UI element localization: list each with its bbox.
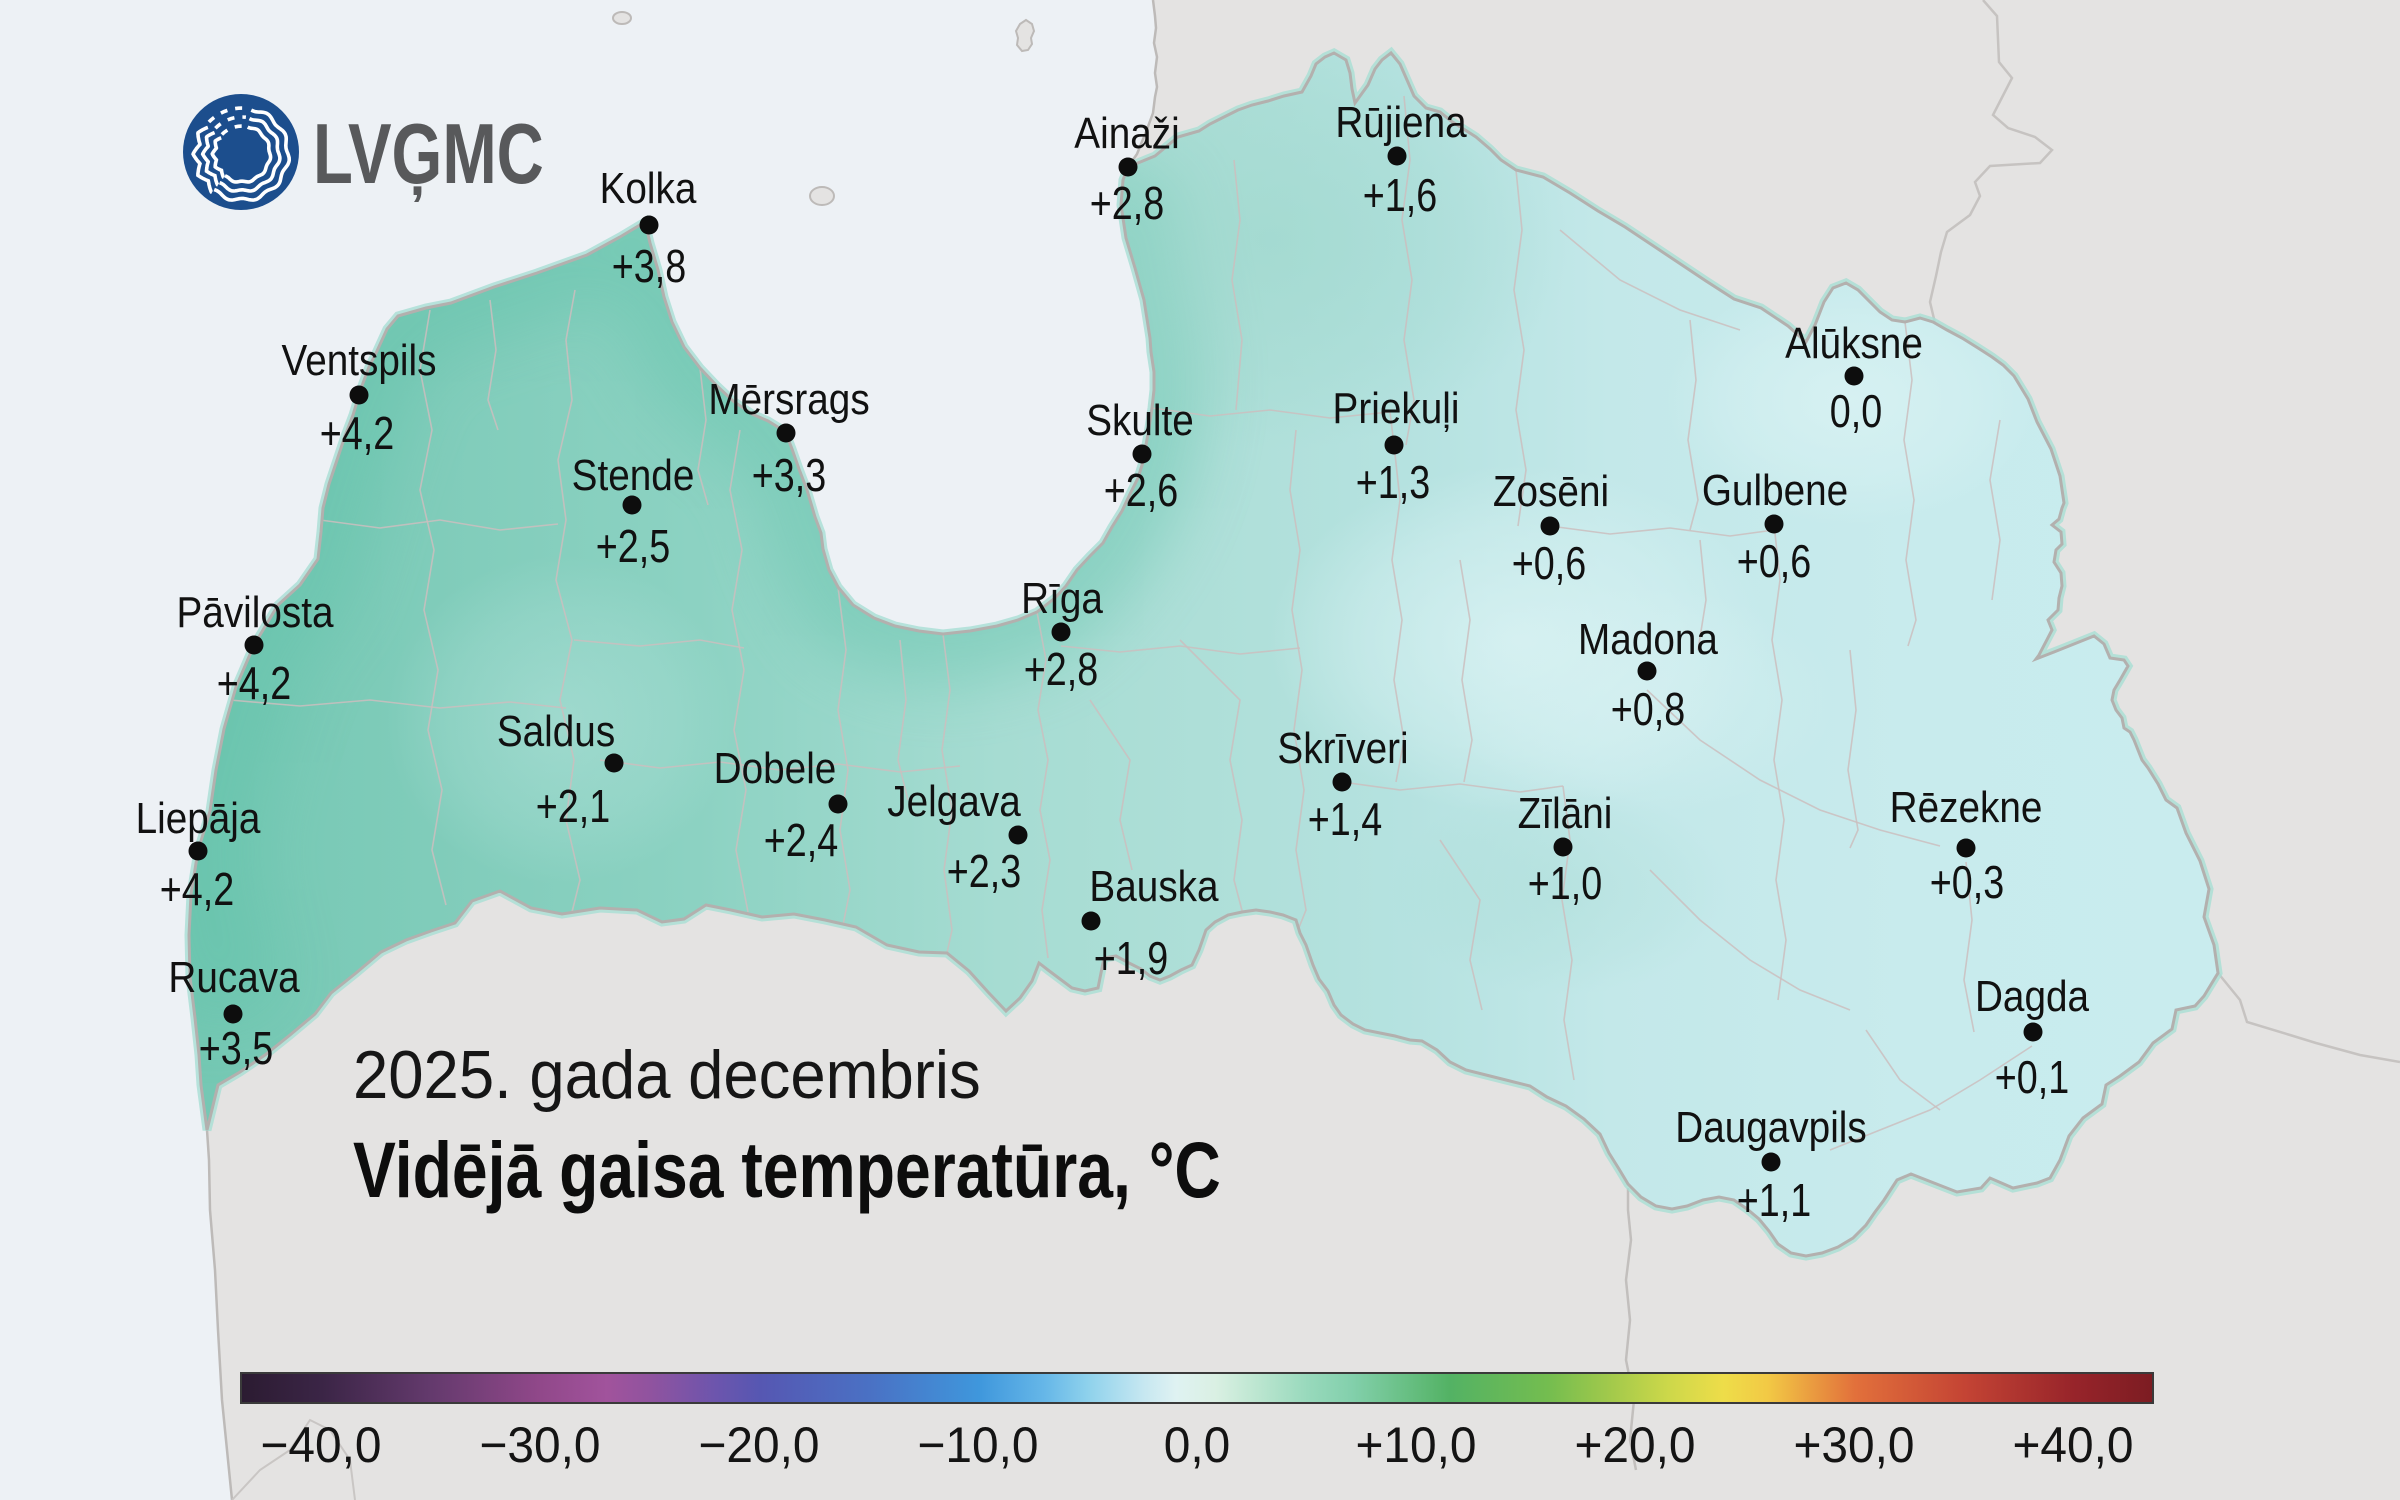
svg-text:2025. gada decembris: 2025. gada decembris: [353, 1036, 981, 1113]
svg-text:Rūjiena: Rūjiena: [1335, 97, 1467, 147]
svg-text:Liepāja: Liepāja: [136, 793, 262, 843]
svg-text:+0,6: +0,6: [1737, 535, 1811, 586]
svg-text:Zīlāni: Zīlāni: [1518, 788, 1613, 838]
svg-text:+1,9: +1,9: [1094, 932, 1168, 983]
svg-text:Rucava: Rucava: [168, 952, 300, 1002]
svg-text:+2,5: +2,5: [596, 520, 670, 571]
svg-text:+1,6: +1,6: [1363, 169, 1437, 220]
svg-text:−10,0: −10,0: [917, 1418, 1038, 1473]
svg-text:Stende: Stende: [572, 450, 695, 500]
svg-text:+2,8: +2,8: [1024, 643, 1098, 694]
svg-text:Vidējā gaisa temperatūra, °C: Vidējā gaisa temperatūra, °C: [353, 1127, 1221, 1215]
svg-text:+3,8: +3,8: [612, 240, 686, 291]
svg-text:Ainaži: Ainaži: [1074, 108, 1179, 158]
svg-text:+3,3: +3,3: [752, 449, 826, 500]
svg-text:0,0: 0,0: [1164, 1418, 1231, 1473]
svg-text:+3,5: +3,5: [199, 1022, 273, 1073]
svg-text:+2,3: +2,3: [947, 845, 1021, 896]
svg-text:Gulbene: Gulbene: [1702, 465, 1848, 515]
svg-text:Skulte: Skulte: [1086, 395, 1194, 445]
svg-text:+4,2: +4,2: [217, 657, 291, 708]
svg-text:Zosēni: Zosēni: [1493, 466, 1609, 516]
svg-text:LVĢMC: LVĢMC: [313, 107, 544, 202]
svg-text:Kolka: Kolka: [600, 163, 698, 213]
svg-text:Madona: Madona: [1578, 614, 1719, 664]
svg-text:Rēzekne: Rēzekne: [1890, 782, 2043, 832]
svg-text:+40,0: +40,0: [2012, 1418, 2133, 1473]
svg-text:Daugavpils: Daugavpils: [1675, 1102, 1867, 1152]
svg-text:+1,1: +1,1: [1737, 1174, 1811, 1225]
svg-text:+4,2: +4,2: [160, 863, 234, 914]
svg-text:+2,8: +2,8: [1090, 177, 1164, 228]
svg-text:Ventspils: Ventspils: [282, 335, 437, 385]
svg-text:+10,0: +10,0: [1355, 1418, 1476, 1473]
svg-text:Saldus: Saldus: [497, 706, 615, 756]
svg-text:+1,4: +1,4: [1308, 793, 1382, 844]
svg-text:+2,4: +2,4: [764, 814, 838, 865]
svg-text:Bauska: Bauska: [1089, 861, 1219, 911]
svg-text:+0,1: +0,1: [1995, 1051, 2069, 1102]
svg-text:−30,0: −30,0: [479, 1418, 600, 1473]
svg-text:0,0: 0,0: [1830, 385, 1882, 436]
svg-text:+2,6: +2,6: [1104, 464, 1178, 515]
svg-text:Skrīveri: Skrīveri: [1277, 723, 1408, 773]
svg-text:Rīga: Rīga: [1021, 573, 1104, 623]
svg-text:Jelgava: Jelgava: [887, 776, 1021, 826]
svg-text:+30,0: +30,0: [1793, 1418, 1914, 1473]
svg-text:Mērsrags: Mērsrags: [708, 374, 869, 424]
svg-text:−40,0: −40,0: [260, 1418, 381, 1473]
svg-text:+1,3: +1,3: [1356, 456, 1430, 507]
svg-text:+2,1: +2,1: [536, 780, 610, 831]
svg-text:+0,6: +0,6: [1512, 537, 1586, 588]
svg-text:+0,8: +0,8: [1611, 683, 1685, 734]
svg-text:Dobele: Dobele: [714, 743, 837, 793]
svg-text:Alūksne: Alūksne: [1785, 318, 1923, 368]
svg-text:+1,0: +1,0: [1528, 857, 1602, 908]
svg-text:Priekuļi: Priekuļi: [1333, 383, 1460, 433]
svg-text:+4,2: +4,2: [320, 407, 394, 458]
svg-text:−20,0: −20,0: [698, 1418, 819, 1473]
svg-text:Pāvilosta: Pāvilosta: [176, 587, 334, 637]
svg-text:+20,0: +20,0: [1574, 1418, 1695, 1473]
svg-text:Dagda: Dagda: [1975, 971, 2090, 1021]
svg-text:+0,3: +0,3: [1930, 856, 2004, 907]
